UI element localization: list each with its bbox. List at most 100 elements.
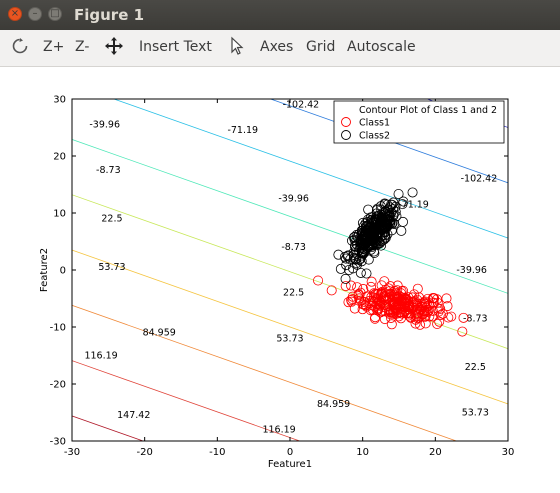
- data-point: [369, 247, 380, 258]
- data-point: [394, 307, 405, 318]
- data-point: [432, 297, 443, 308]
- data-point: [432, 319, 443, 330]
- data-point: [346, 280, 357, 291]
- data-point: [340, 273, 351, 284]
- data-point: [383, 283, 394, 294]
- contour-label: 84.959: [143, 328, 176, 339]
- close-button[interactable]: ×: [8, 7, 22, 21]
- data-point: [412, 283, 423, 294]
- contour-label: 147.42: [117, 410, 150, 421]
- grid-button[interactable]: Grid: [306, 39, 336, 55]
- select-button[interactable]: [228, 36, 246, 60]
- data-point: [365, 281, 376, 292]
- legend-entry-class2: Class2: [359, 131, 390, 142]
- x-tick-label: -30: [64, 447, 80, 458]
- y-tick-label: 20: [53, 152, 66, 163]
- data-point: [339, 251, 350, 262]
- contour-line: [72, 249, 508, 405]
- data-point: [313, 275, 324, 286]
- data-point: [341, 260, 352, 271]
- axes-background: [72, 99, 508, 441]
- data-point: [352, 259, 363, 270]
- close-icon: ×: [10, 8, 20, 19]
- data-point: [355, 254, 366, 265]
- pan-button[interactable]: [104, 36, 124, 60]
- insert-text-button[interactable]: Insert Text: [139, 39, 212, 55]
- data-point: [457, 326, 468, 337]
- x-tick-label: 30: [502, 447, 515, 458]
- x-tick-label: 10: [356, 447, 369, 458]
- data-point: [375, 201, 386, 212]
- data-point: [348, 232, 359, 243]
- legend-marker-class1: [341, 117, 351, 127]
- minimize-button[interactable]: –: [28, 7, 42, 21]
- data-point: [419, 298, 430, 309]
- x-tick-label: -10: [209, 447, 225, 458]
- contour-label: 116.19: [262, 424, 295, 435]
- data-point: [410, 314, 421, 325]
- legend-box: [333, 100, 505, 144]
- axes-button[interactable]: Axes: [260, 39, 294, 55]
- data-point: [356, 248, 367, 259]
- data-point: [344, 264, 355, 275]
- data-point: [432, 303, 443, 314]
- zoom-in-button[interactable]: Z+: [43, 39, 65, 55]
- data-point: [366, 235, 377, 246]
- data-point: [350, 254, 361, 265]
- data-point: [340, 281, 351, 292]
- data-point: [399, 293, 410, 304]
- data-point: [389, 218, 400, 229]
- y-tick-label: 10: [53, 209, 66, 220]
- rotate-button[interactable]: [10, 36, 30, 60]
- data-point: [389, 286, 400, 297]
- data-point: [354, 254, 365, 265]
- contour-label: -102.42: [283, 100, 320, 111]
- data-point: [349, 303, 360, 314]
- contour-label: -39.96: [89, 120, 120, 131]
- data-point: [434, 316, 445, 327]
- zoom-out-button[interactable]: Z-: [75, 39, 90, 55]
- y-tick-label: 30: [53, 95, 66, 106]
- data-point: [355, 267, 366, 278]
- data-point: [386, 319, 397, 330]
- contour-line: [112, 99, 508, 239]
- contour-scatter-plot: -102.42 -71.19 -39.96 -102.42 -8.73 -39.96 -71…: [39, 95, 515, 471]
- contour-label: 22.5: [283, 288, 304, 299]
- maximize-icon: □: [50, 8, 60, 19]
- contour-line: [72, 304, 458, 441]
- maximize-button[interactable]: □: [48, 7, 62, 21]
- data-point: [358, 246, 369, 257]
- data-point: [376, 240, 387, 251]
- data-point: [386, 218, 397, 229]
- contour-line: [72, 139, 508, 294]
- legend-entry-contour: Contour Plot of Class 1 and 2: [359, 105, 497, 116]
- autoscale-button[interactable]: Autoscale: [347, 39, 416, 55]
- legend-entry-class1: Class1: [359, 118, 390, 129]
- contour-label: -8.73: [96, 165, 121, 176]
- data-point: [389, 291, 400, 302]
- contour-label: -39.96: [278, 194, 309, 205]
- data-point: [446, 311, 457, 322]
- contour-label: -71.19: [398, 199, 429, 210]
- data-point: [442, 301, 453, 312]
- x-tick-label: -20: [136, 447, 152, 458]
- data-point: [374, 295, 385, 306]
- data-point: [335, 263, 346, 274]
- data-point: [403, 304, 414, 315]
- data-point: [377, 286, 388, 297]
- data-point: [420, 311, 431, 322]
- x-tick-label: 20: [429, 447, 442, 458]
- pointer-icon: [231, 36, 244, 55]
- y-tick-label: -20: [50, 380, 66, 391]
- data-point: [347, 294, 358, 305]
- contour-label: 116.19: [84, 350, 117, 361]
- data-point: [413, 312, 424, 323]
- data-point: [387, 199, 398, 210]
- data-point: [340, 253, 351, 264]
- contour-label: 22.5: [465, 362, 486, 373]
- data-point: [407, 187, 418, 198]
- contour-line: [72, 194, 508, 350]
- data-point: [412, 294, 423, 305]
- data-point: [409, 289, 420, 300]
- y-axis-label: Feature2: [39, 248, 50, 292]
